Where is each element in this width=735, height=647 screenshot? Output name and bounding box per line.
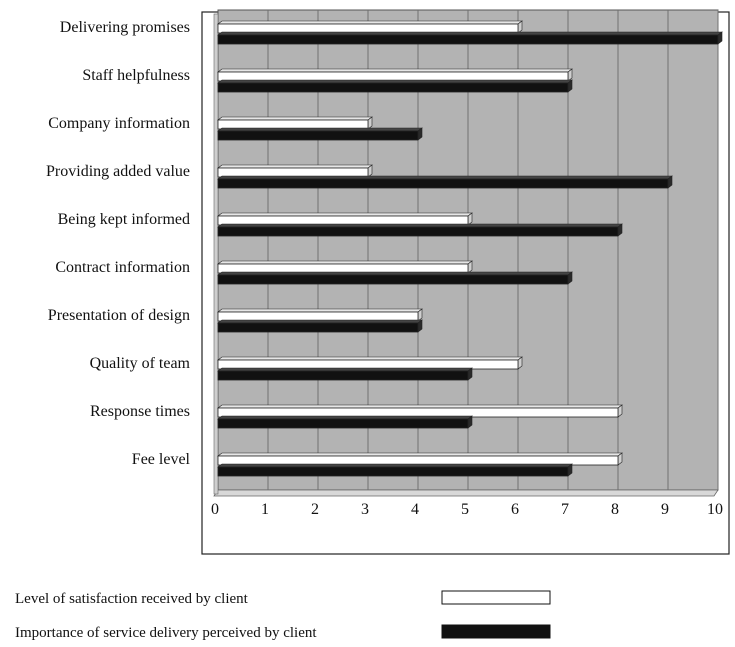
bar-importance	[217, 127, 423, 141]
category-label: Company information	[48, 115, 190, 132]
x-tick-label: 3	[361, 501, 369, 518]
bar-importance	[217, 463, 573, 477]
category-labels: Delivering promises Staff helpfulness Comp…	[46, 19, 191, 468]
bar-satisfaction	[217, 404, 623, 418]
bar-satisfaction	[217, 116, 373, 130]
plot-floor	[213, 489, 719, 497]
bar-satisfaction	[217, 452, 623, 466]
bar-importance	[217, 319, 423, 333]
bar-satisfaction	[217, 260, 473, 274]
category-label: Contract information	[55, 259, 190, 276]
bar-satisfaction	[217, 20, 523, 34]
bar-importance	[217, 223, 623, 237]
bar-satisfaction	[217, 308, 423, 322]
bar-satisfaction	[217, 212, 473, 226]
legend-swatch-satisfaction	[441, 590, 551, 605]
x-tick-labels: 0 1 2 3 4 5 6 7 8 9 10	[211, 501, 723, 518]
bar-importance	[217, 175, 673, 189]
category-label: Presentation of design	[48, 307, 190, 324]
category-label: Response times	[90, 403, 190, 420]
x-tick-label: 6	[511, 501, 519, 518]
x-tick-label: 0	[211, 501, 219, 518]
x-tick-label: 7	[561, 501, 569, 518]
x-tick-label: 4	[411, 501, 419, 518]
bar-importance	[217, 415, 473, 429]
category-label: Staff helpfulness	[82, 67, 190, 84]
x-tick-label: 2	[311, 501, 319, 518]
legend-label: Importance of service delivery perceived…	[15, 625, 317, 641]
bars	[217, 20, 723, 477]
bar-satisfaction	[217, 68, 573, 82]
legend: Level of satisfaction received by client…	[15, 590, 551, 641]
x-tick-label: 5	[461, 501, 469, 518]
legend-label: Level of satisfaction received by client	[15, 591, 249, 607]
x-tick-label: 1	[261, 501, 269, 518]
category-label: Quality of team	[90, 355, 191, 372]
x-tick-label: 10	[707, 501, 723, 518]
plot-side-wall	[213, 13, 219, 495]
bar-importance	[217, 271, 573, 285]
category-label: Fee level	[132, 451, 191, 468]
bar-satisfaction	[217, 356, 523, 370]
category-label: Delivering promises	[60, 19, 190, 36]
legend-swatch-importance	[441, 624, 551, 639]
x-tick-label: 8	[611, 501, 619, 518]
bar-importance	[217, 31, 723, 45]
bar-importance	[217, 79, 573, 93]
x-tick-label: 9	[661, 501, 669, 518]
category-label: Being kept informed	[58, 211, 190, 228]
bar-satisfaction	[217, 164, 373, 178]
category-label: Providing added value	[46, 163, 190, 180]
bar-importance	[217, 367, 473, 381]
